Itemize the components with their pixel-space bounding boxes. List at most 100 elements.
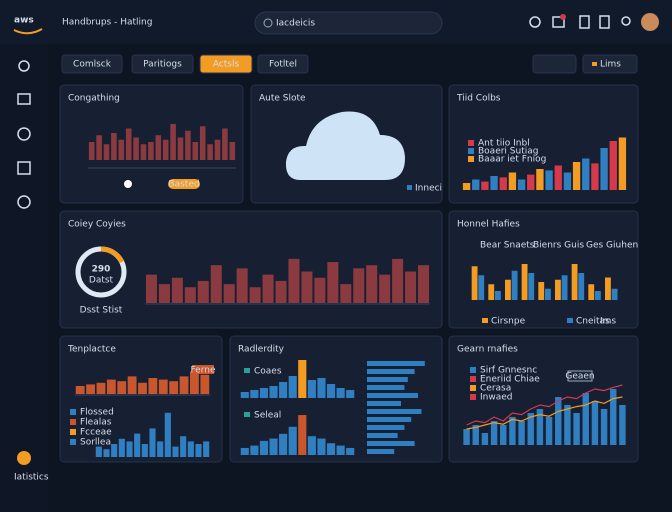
search-box[interactable]: [254, 11, 443, 35]
legend-label: Eneriid Chiae: [480, 375, 540, 385]
tab[interactable]: [257, 54, 309, 74]
bar: [517, 179, 526, 190]
icon[interactable]: [599, 15, 610, 29]
bar: [527, 174, 535, 190]
bar: [538, 282, 545, 300]
tab-label: Comlsck: [73, 60, 112, 70]
tab-label: Actsls: [213, 60, 240, 70]
panel-title: Gearn rnafies: [457, 345, 518, 355]
nav-icon[interactable]: [18, 60, 30, 72]
avatar[interactable]: [641, 13, 659, 31]
bar: [177, 137, 184, 160]
bar: [610, 389, 617, 445]
bar: [367, 361, 425, 366]
search-text: Iacdeicis: [276, 19, 315, 29]
bar: [187, 441, 194, 457]
bar: [561, 275, 568, 300]
bar: [619, 405, 626, 445]
bar: [223, 284, 235, 303]
legend-label: Seleal: [254, 411, 281, 421]
icon[interactable]: [529, 16, 541, 28]
bar: [509, 417, 516, 445]
legend-label: Boaeri Sutiag: [478, 147, 538, 157]
bar: [571, 264, 578, 300]
annotation: Basted: [168, 180, 199, 190]
legend-label: Ims: [600, 317, 616, 327]
legend-swatch: [70, 409, 76, 415]
bar: [595, 291, 601, 300]
caption: Dsst Stist: [80, 306, 123, 316]
bar: [582, 393, 589, 445]
bar: [545, 170, 553, 190]
bar: [527, 413, 534, 445]
bar: [134, 433, 141, 457]
bar: [164, 412, 171, 457]
bar: [578, 273, 585, 300]
bar: [472, 179, 480, 190]
bar: [573, 413, 580, 445]
legend-label: Flealas: [80, 418, 112, 428]
legend-label: Ant tiio Inbl: [478, 139, 530, 149]
bar: [545, 288, 551, 300]
nav-icon[interactable]: [17, 127, 31, 141]
bar: [366, 265, 378, 303]
bar: [336, 445, 345, 455]
bar: [564, 405, 571, 445]
bar: [392, 258, 404, 303]
bar: [288, 426, 297, 455]
button-label: Lims: [600, 60, 621, 70]
donut-accent: [100, 246, 125, 264]
bar: [505, 279, 511, 300]
bar: [185, 130, 191, 160]
legend-swatch: [468, 148, 474, 154]
legend-label: Cirsnpe: [491, 317, 526, 327]
bar: [149, 428, 156, 457]
tab[interactable]: [199, 54, 253, 74]
bar: [367, 393, 418, 398]
legend-label: Fcceae: [80, 428, 112, 438]
nav-icon[interactable]: [17, 195, 31, 209]
bar: [545, 417, 553, 445]
panel-title: Tenplactce: [67, 345, 116, 355]
bar: [591, 401, 599, 445]
bar: [367, 449, 395, 454]
bar: [288, 376, 297, 398]
bar: [500, 425, 507, 445]
bar: [367, 369, 415, 374]
bar: [495, 291, 501, 300]
donut-value: 290: [92, 265, 111, 275]
bar: [317, 378, 326, 398]
bar: [207, 144, 213, 160]
annotation: Ferne: [190, 366, 215, 376]
bar: [162, 139, 169, 160]
bar: [490, 421, 498, 445]
bar: [138, 382, 147, 394]
bar: [609, 141, 617, 190]
bar: [141, 444, 148, 457]
toolbar-button[interactable]: [582, 54, 638, 74]
bar: [103, 449, 110, 457]
tab[interactable]: [131, 54, 194, 74]
bar: [96, 382, 106, 394]
panel-title: Tiid Colbs: [456, 94, 501, 104]
toolbar-button[interactable]: [532, 54, 577, 74]
legend-label: Sorllea: [80, 438, 111, 448]
tab[interactable]: [61, 54, 123, 74]
status-icon[interactable]: [17, 451, 31, 465]
legend-swatch: [468, 140, 474, 146]
bar: [367, 433, 398, 438]
legend-swatch: [244, 412, 250, 417]
icon[interactable]: [552, 16, 565, 28]
bar: [75, 386, 85, 394]
nav-icon[interactable]: [17, 161, 31, 175]
nav-icon[interactable]: [17, 93, 31, 105]
bar: [600, 409, 608, 445]
bar: [307, 380, 316, 398]
legend-label: Inwaed: [480, 393, 512, 403]
bar: [148, 142, 154, 160]
icon[interactable]: [579, 15, 590, 29]
marker: [124, 180, 132, 188]
icon[interactable]: [621, 16, 631, 26]
bar: [555, 397, 562, 445]
bar: [471, 266, 478, 300]
